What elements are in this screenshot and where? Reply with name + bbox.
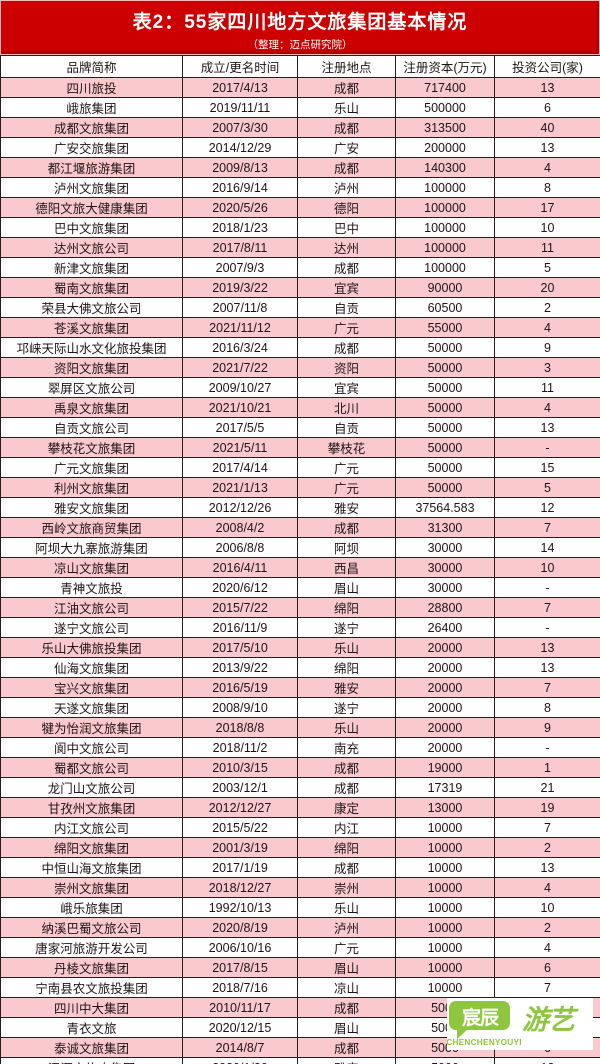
svg-text:游艺: 游艺 xyxy=(522,1005,579,1035)
svg-text:CHENCHENYOUYI: CHENCHENYOUYI xyxy=(447,1037,522,1047)
svg-text:宸辰: 宸辰 xyxy=(462,1006,500,1029)
